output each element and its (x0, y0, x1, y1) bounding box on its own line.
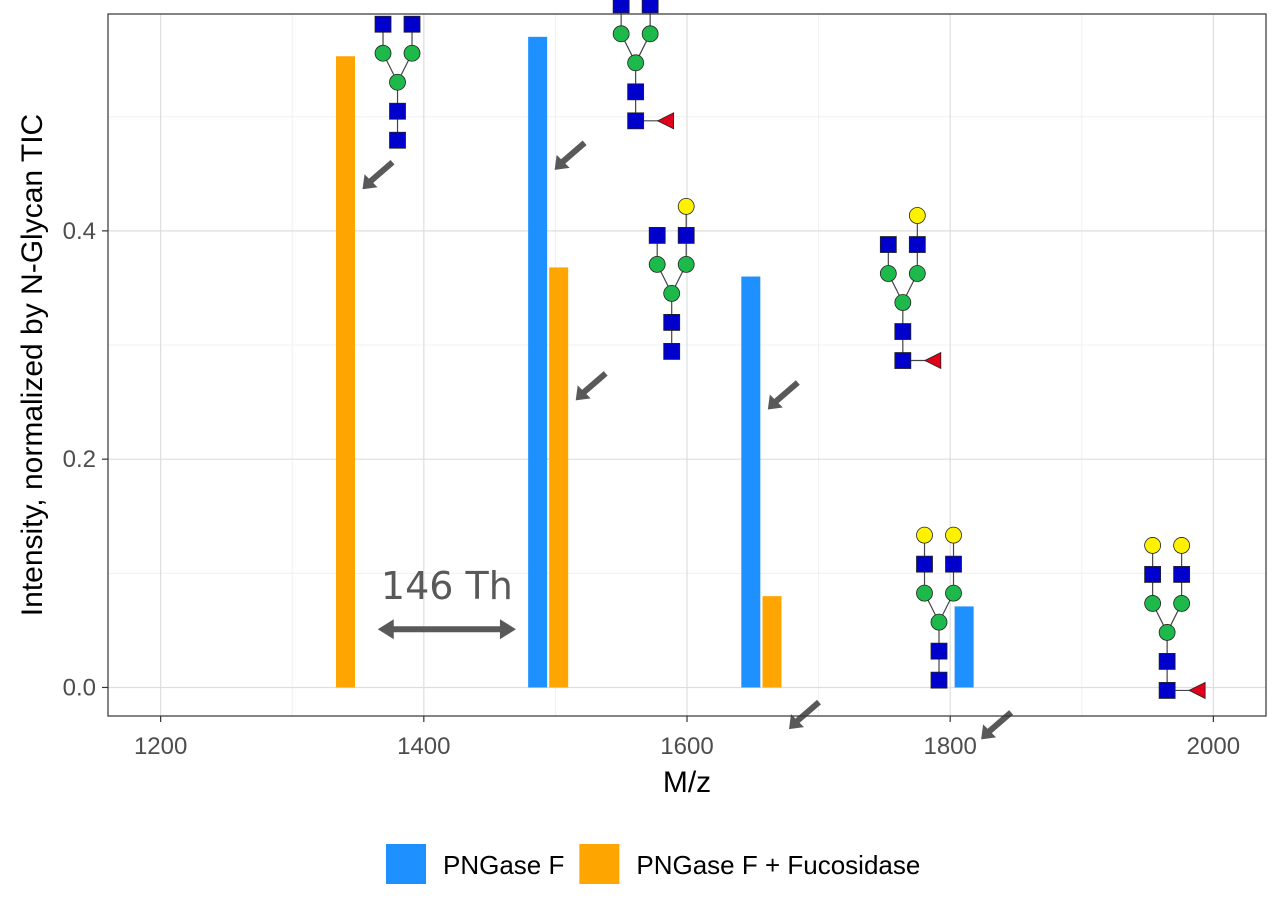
fucose-triangle (656, 112, 675, 130)
glcnac-square (930, 642, 948, 660)
arrowhead-left (377, 619, 394, 640)
bar (549, 267, 569, 688)
glcnac-square (389, 102, 406, 120)
glcnac-square (894, 323, 912, 340)
mannose-circle (930, 613, 948, 631)
pointer-arrow-line (560, 140, 587, 165)
legend-swatch (386, 844, 426, 884)
pointer-arrowhead (554, 154, 570, 170)
glcnac-square (389, 131, 406, 149)
galactose-circle (908, 207, 926, 224)
glcnac-square (916, 555, 933, 573)
bar (762, 596, 782, 688)
pointer-arrowhead (981, 724, 997, 740)
pointer-arrowhead (767, 394, 783, 410)
mannose-circle (894, 294, 912, 311)
mannose-circle (879, 265, 897, 282)
glcnac-square (1158, 653, 1176, 670)
x-tick-label: 1800 (923, 733, 976, 760)
x-axis-ticks: 1200 1400 1600 1800 2000 (134, 716, 1240, 760)
bars (336, 36, 974, 688)
mannose-circle (1158, 624, 1176, 641)
y-tick-label: 0.0 (63, 674, 96, 701)
mannose-circle (627, 54, 645, 72)
bar (528, 36, 548, 688)
mannose-circle (612, 25, 630, 43)
x-tick-label: 1600 (660, 733, 713, 760)
glcnac-square (894, 352, 912, 369)
mannose-circle (389, 73, 406, 91)
glcnac-square (908, 236, 926, 253)
glcnac-square (930, 671, 948, 689)
x-axis-title: M/z (663, 766, 711, 799)
mass-difference-label: 146 Th (381, 564, 513, 608)
glcnac-square (945, 555, 962, 573)
galactose-circle (677, 198, 695, 215)
arrowhead-right (499, 619, 516, 640)
mannose-circle (641, 25, 659, 43)
pointer-arrowhead (789, 714, 805, 730)
mannose-circle (374, 44, 392, 62)
glcnac-square (879, 236, 897, 253)
bar (336, 56, 356, 688)
pointer-arrow-line (581, 371, 608, 395)
fucose-triangle (923, 351, 942, 370)
pointer-arrowhead (362, 174, 378, 190)
y-axis-title: Intensity, normalized by N-Glycan TIC (16, 114, 49, 616)
glcnac-square (627, 83, 645, 101)
galactose-circle (916, 526, 933, 544)
y-axis-ticks: 0.0 0.2 0.4 (63, 218, 108, 701)
glcnac-square (627, 112, 645, 130)
x-tick-label: 1200 (134, 733, 187, 760)
pointer-arrow-line (795, 699, 821, 724)
mannose-circle (945, 584, 962, 602)
glcnac-square (677, 227, 695, 244)
glcnac-square (374, 15, 392, 33)
glcnac-square (1173, 566, 1191, 583)
pointer-arrow-line (368, 159, 395, 184)
annotations: 146 Th (377, 564, 516, 640)
mannose-circle (403, 44, 421, 62)
x-tick-label: 1400 (397, 733, 450, 760)
glcnac-square (1158, 682, 1176, 699)
glcnac-square (663, 343, 681, 360)
bar (741, 276, 761, 688)
y-tick-label: 0.4 (63, 218, 96, 245)
x-tick-label: 2000 (1187, 733, 1240, 760)
mannose-circle (908, 265, 926, 282)
bar (954, 606, 974, 688)
glcnac-square (663, 314, 681, 331)
galactose-circle (1144, 537, 1162, 554)
legend-swatch (579, 844, 620, 884)
mannose-circle (648, 256, 666, 273)
glcnac-square (612, 0, 630, 14)
fucose-triangle (1188, 681, 1206, 700)
mannose-circle (677, 256, 695, 273)
legend-label: PNGase F (443, 850, 564, 880)
mannose-circle (663, 285, 681, 302)
mannose-circle (1144, 595, 1162, 612)
glcnac-square (648, 227, 666, 244)
mannose-circle (916, 584, 933, 602)
pointer-arrowhead (575, 385, 591, 401)
glcnac-square (1144, 566, 1162, 583)
galactose-circle (945, 526, 962, 544)
galactose-circle (1173, 537, 1191, 554)
mannose-circle (1173, 595, 1191, 612)
glcnac-square (403, 15, 421, 33)
y-tick-label: 0.2 (63, 446, 96, 473)
legend-label: PNGase F + Fucosidase (636, 850, 920, 880)
glycan-structures (362, 0, 1206, 740)
pointer-arrow-line (773, 380, 800, 404)
glcnac-square (641, 0, 659, 14)
legend: PNGase F PNGase F + Fucosidase (386, 844, 920, 884)
